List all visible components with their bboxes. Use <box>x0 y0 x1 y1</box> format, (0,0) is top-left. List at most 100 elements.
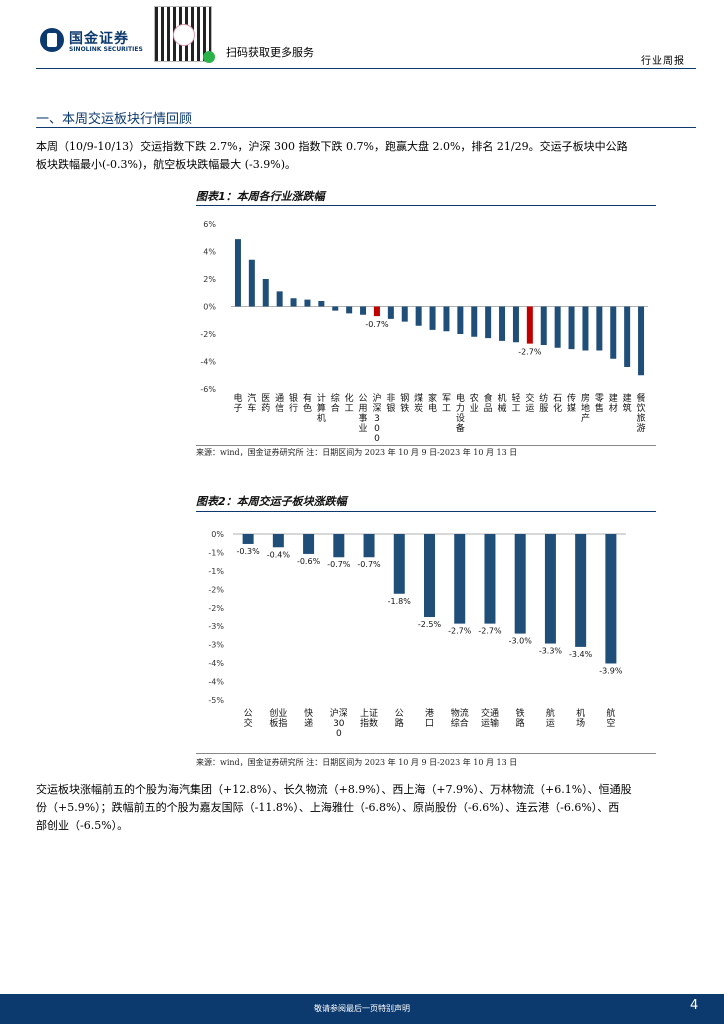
x-tick-label: 备 <box>456 422 465 434</box>
figure1-title: 图表1：本周各行业涨跌幅 <box>196 190 325 203</box>
x-tick-label: 机 <box>498 392 507 404</box>
data-label: -0.4% <box>267 550 291 559</box>
bar <box>333 534 345 558</box>
bar <box>568 306 575 350</box>
x-tick-label: 药 <box>261 403 270 414</box>
x-tick-label: 沪 <box>372 392 381 404</box>
y-tick-label: -4% <box>208 659 224 668</box>
bar <box>415 306 422 326</box>
x-tick-label: 口 <box>425 719 434 729</box>
x-tick-label: 材 <box>609 402 618 414</box>
x-tick-label: 餐 <box>637 392 646 404</box>
x-tick-label: 通 <box>275 393 284 404</box>
x-tick-label: 电 <box>456 392 465 404</box>
x-tick-label: 综合 <box>451 717 469 729</box>
bar <box>582 306 589 351</box>
x-tick-label: 房 <box>581 392 590 404</box>
data-label: -2.5% <box>418 620 442 629</box>
x-tick-label: 化 <box>345 392 354 404</box>
bar <box>242 534 254 544</box>
bar <box>272 534 284 548</box>
x-tick-label: 公 <box>359 393 368 404</box>
figure2-source: 来源：wind，国金证券研究所 注：日期区间为 2023 年 10 月 9 日-… <box>196 758 518 767</box>
figure1-source: 来源：wind，国金证券研究所 注：日期区间为 2023 年 10 月 9 日-… <box>196 448 518 457</box>
bar <box>424 534 435 617</box>
page-number: 4 <box>690 998 699 1013</box>
x-tick-label: 建 <box>609 392 618 404</box>
bar <box>471 306 478 337</box>
bar <box>290 298 297 307</box>
section-divider <box>36 127 696 128</box>
bar <box>624 306 631 367</box>
bar <box>248 259 255 307</box>
y-tick-label: 0% <box>211 530 224 539</box>
data-label: -0.7% <box>327 560 351 569</box>
bar <box>638 306 645 376</box>
x-tick-label: 工 <box>511 404 520 414</box>
industry-returns-chart: 6%4%2%0%-2%-4%-6%电子汽车医药通信银行有色计算机综合化工公用事业… <box>200 220 648 442</box>
x-tick-label: 交 <box>244 717 253 729</box>
figure2-source-divider <box>196 753 656 754</box>
paragraph-line: 份（+5.9%）；跌幅前五的个股为嘉友国际（-11.8%）、上海雅仕（-6.8%… <box>36 801 620 814</box>
paragraph-line: 本周（10/9-10/13）交运指数下跌 2.7%，沪深 300 指数下跌 0.… <box>36 140 628 153</box>
x-tick-label: 场 <box>576 718 585 729</box>
bar <box>499 306 506 341</box>
x-tick-label: 纺 <box>539 392 548 404</box>
x-tick-label: 铁 <box>516 707 525 719</box>
x-tick-label: 产 <box>581 412 590 424</box>
bar <box>346 306 353 314</box>
bar <box>387 306 394 319</box>
x-tick-label: 化 <box>553 402 562 414</box>
x-tick-label: 汽 <box>247 392 256 404</box>
x-tick-label: 工 <box>442 404 451 414</box>
bar <box>540 306 547 345</box>
x-tick-label: 建 <box>623 392 632 404</box>
x-tick-label: 械 <box>498 402 507 414</box>
bar <box>318 301 325 307</box>
bar <box>393 534 405 594</box>
x-tick-label: 品 <box>484 403 493 414</box>
y-tick-label: -3% <box>208 641 224 650</box>
x-tick-label: 港 <box>425 707 434 719</box>
x-tick-label: 业 <box>359 423 368 434</box>
x-tick-label: 路 <box>395 717 404 729</box>
x-tick-label: 行 <box>289 402 298 414</box>
x-tick-label: 车 <box>247 402 256 414</box>
qr-code-icon <box>154 6 215 63</box>
x-tick-label: 物流 <box>451 707 469 719</box>
section-title: 一、本周交运板块行情回顾 <box>36 112 193 127</box>
data-label: -3.4% <box>569 650 593 659</box>
x-tick-label: 银 <box>386 402 395 414</box>
x-tick-label: 力 <box>456 402 465 414</box>
y-tick-label: 0% <box>203 303 216 312</box>
figure2-title: 图表2：本周交运子板块涨跌幅 <box>196 495 347 508</box>
y-tick-label: -2% <box>200 330 216 339</box>
footer-disclaimer: 敬请参阅最后一页特别声明 <box>314 1004 410 1013</box>
bar <box>332 306 339 311</box>
x-tick-label: 0 <box>374 424 380 434</box>
y-tick-label: -4% <box>208 678 224 687</box>
x-tick-label: 有 <box>303 392 312 404</box>
bar <box>360 306 367 315</box>
figure1-title-divider <box>196 205 656 206</box>
bar <box>443 306 450 332</box>
x-tick-label: 旅 <box>637 412 646 424</box>
x-tick-label: 钢 <box>400 392 409 404</box>
x-tick-label: 售 <box>595 402 604 414</box>
y-tick-label: -4% <box>200 358 216 367</box>
figure1-source-divider <box>196 445 656 446</box>
data-label: -2.7% <box>518 348 542 357</box>
data-label: -1.8% <box>388 597 412 606</box>
x-tick-label: 公 <box>244 708 253 719</box>
bar <box>485 306 492 339</box>
data-label: -3.0% <box>509 637 533 646</box>
data-label: -0.7% <box>357 560 381 569</box>
company-logo: 国金证券 SINOLINK SECURITIES <box>36 26 146 58</box>
x-tick-label: 军 <box>442 393 451 404</box>
x-tick-label: 路 <box>516 717 525 729</box>
x-tick-label: 媒 <box>567 403 576 414</box>
footer-bar <box>0 994 724 1024</box>
x-tick-label: 公 <box>395 708 404 719</box>
logo-mark-icon <box>40 28 64 52</box>
bar <box>484 534 496 624</box>
